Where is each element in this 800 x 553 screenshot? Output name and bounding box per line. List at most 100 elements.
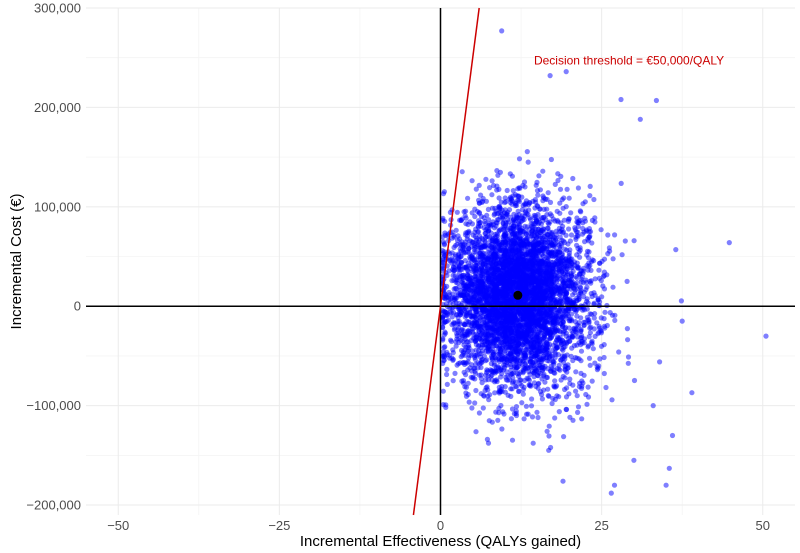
- data-point: [560, 265, 567, 271]
- data-point: [574, 313, 580, 319]
- data-point: [514, 357, 520, 363]
- data-point: [508, 416, 514, 422]
- data-point: [454, 237, 461, 243]
- data-point: [575, 233, 581, 239]
- data-point: [503, 313, 509, 319]
- data-point: [557, 200, 563, 206]
- data-point: [485, 206, 491, 212]
- data-point: [530, 257, 536, 264]
- data-point: [471, 267, 477, 273]
- data-point: [486, 418, 492, 424]
- data-point: [534, 269, 541, 275]
- data-point: [577, 271, 583, 277]
- data-point: [488, 260, 494, 267]
- data-point: [471, 352, 477, 358]
- data-point: [631, 377, 638, 384]
- data-point: [531, 300, 537, 306]
- data-point: [570, 285, 576, 291]
- data-point: [516, 323, 522, 329]
- data-point: [501, 367, 507, 373]
- data-point: [556, 242, 562, 248]
- data-point: [476, 342, 482, 348]
- data-point: [487, 312, 493, 318]
- data-point: [469, 255, 475, 261]
- data-point: [444, 283, 450, 289]
- data-point: [520, 387, 526, 393]
- data-point: [456, 270, 463, 277]
- data-point: [578, 358, 584, 364]
- data-point: [499, 207, 505, 213]
- data-point: [461, 342, 467, 348]
- data-point: [543, 294, 549, 300]
- data-point: [465, 267, 471, 273]
- data-point: [509, 242, 515, 249]
- data-point: [601, 316, 607, 322]
- data-point: [565, 216, 572, 222]
- data-point: [586, 334, 592, 340]
- data-point: [588, 259, 595, 265]
- data-point: [510, 188, 516, 194]
- data-point: [462, 384, 468, 390]
- data-point: [579, 383, 585, 389]
- data-point: [582, 218, 589, 224]
- data-point: [471, 365, 477, 372]
- data-point: [540, 336, 546, 342]
- data-point: [513, 201, 519, 207]
- data-point: [489, 279, 495, 285]
- data-point: [538, 323, 544, 330]
- data-point: [545, 220, 551, 226]
- data-point: [542, 299, 548, 305]
- data-point: [509, 406, 516, 412]
- data-point: [564, 385, 570, 391]
- data-point: [550, 237, 557, 244]
- data-point: [625, 360, 631, 366]
- data-point: [514, 193, 520, 199]
- data-point: [501, 411, 507, 417]
- data-point: [546, 260, 552, 266]
- data-point: [496, 405, 502, 411]
- data-point: [478, 324, 484, 330]
- data-point: [460, 378, 467, 384]
- data-point: [502, 195, 508, 201]
- data-point: [485, 270, 492, 276]
- data-point: [487, 185, 493, 191]
- data-point: [592, 215, 598, 221]
- data-point: [512, 234, 519, 240]
- data-point: [494, 308, 500, 315]
- data-point: [469, 221, 475, 227]
- data-point: [525, 290, 531, 296]
- data-point: [511, 349, 517, 355]
- data-point: [502, 229, 508, 235]
- data-point: [441, 241, 448, 247]
- data-point: [619, 252, 625, 258]
- data-point: [585, 384, 591, 390]
- data-point: [563, 290, 570, 296]
- data-point: [496, 228, 502, 234]
- data-point: [539, 215, 545, 221]
- data-point: [534, 409, 540, 415]
- data-point: [477, 254, 483, 260]
- data-point: [502, 384, 508, 390]
- data-point: [493, 261, 499, 267]
- data-point: [523, 208, 529, 214]
- data-point: [448, 338, 454, 345]
- data-point: [456, 251, 462, 257]
- data-point: [494, 267, 500, 273]
- data-point: [504, 300, 510, 306]
- data-point: [505, 281, 511, 287]
- data-point: [511, 261, 517, 267]
- data-point: [567, 258, 573, 264]
- data-point: [567, 338, 573, 344]
- data-point: [447, 309, 453, 315]
- data-point: [594, 367, 601, 373]
- data-point: [574, 242, 580, 248]
- data-point: [520, 391, 526, 397]
- data-point: [576, 296, 582, 302]
- data-point: [440, 191, 447, 197]
- data-point: [525, 159, 531, 165]
- data-point: [558, 256, 564, 262]
- data-point: [568, 232, 575, 238]
- data-point: [539, 376, 545, 382]
- data-point: [441, 252, 448, 258]
- data-point: [581, 372, 587, 378]
